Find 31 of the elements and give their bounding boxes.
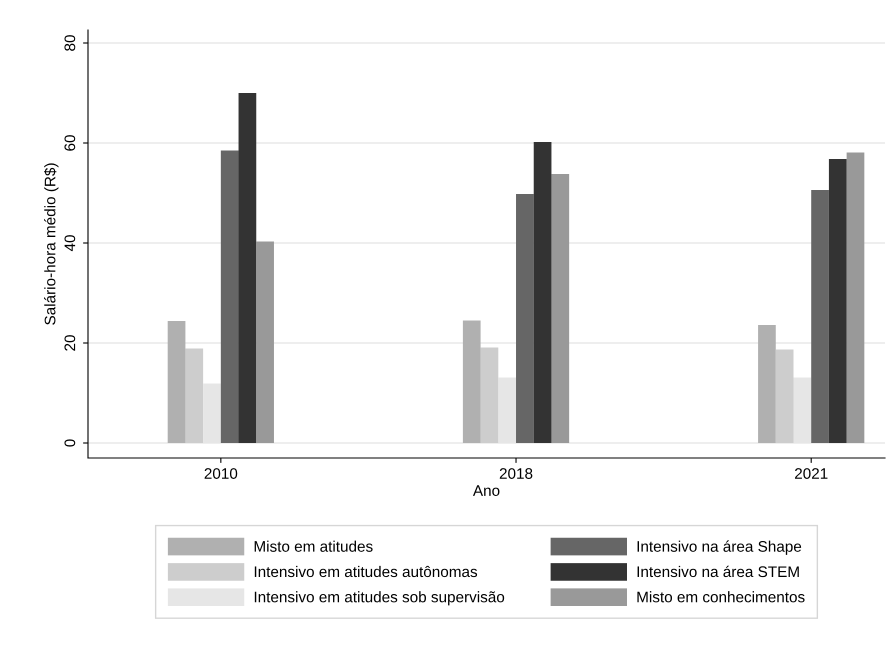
legend-label: Misto em atitudes	[254, 540, 373, 552]
x-tick-label: 2021	[794, 468, 828, 479]
y-tick-label: 40	[64, 235, 76, 252]
legend-label: Intensivo na área Shape	[638, 540, 802, 555]
bar	[811, 190, 829, 443]
bar	[551, 174, 570, 443]
y-axis-title: Salário-hora médio (R$)	[44, 163, 58, 325]
y-tick-label: 0	[64, 439, 76, 447]
bar	[220, 150, 239, 443]
bar	[758, 325, 776, 443]
legend-label: Intensivo em atitudes sob supervisão	[254, 591, 504, 606]
bar	[846, 152, 864, 443]
bar	[534, 142, 552, 443]
legend-label: Intensivo na área STEM	[638, 566, 799, 578]
bar	[480, 348, 498, 443]
bar	[516, 194, 534, 443]
bar	[828, 159, 847, 443]
bar	[185, 348, 204, 443]
bar	[168, 321, 186, 443]
bar	[462, 320, 481, 443]
y-tick-label: 60	[64, 135, 76, 151]
y-tick-label: 80	[64, 35, 76, 51]
bar	[256, 242, 274, 443]
legend-label: Misto em conhecimentos	[637, 591, 805, 602]
bar	[238, 93, 256, 443]
x-axis-title: Ano	[472, 485, 500, 496]
x-tick-label: 2018	[500, 468, 532, 479]
legend-label: Intensivo em atitudes autônomas	[254, 566, 478, 578]
x-tick-label: 2010	[204, 468, 238, 479]
bar	[776, 350, 794, 443]
y-tick-label: 20	[64, 335, 76, 351]
